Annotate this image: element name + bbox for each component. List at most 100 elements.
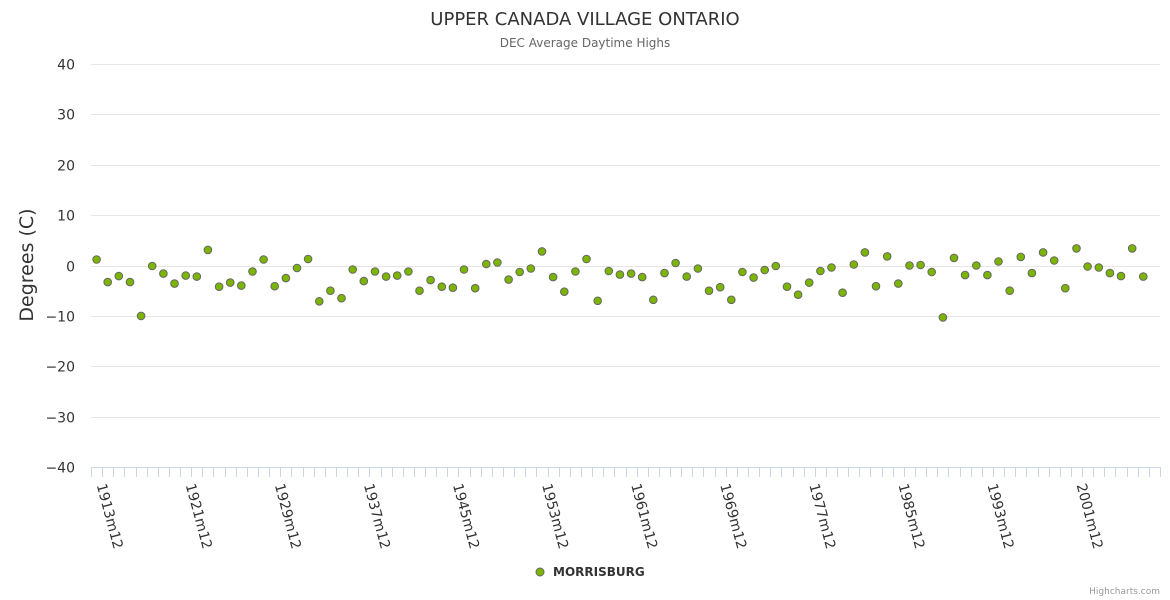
data-point[interactable]: 1970m12: -6.8 (727, 295, 736, 305)
data-point[interactable]: 1984m12: 1.8 (882, 252, 892, 261)
data-point[interactable]: 1934m12: -5 (326, 286, 335, 296)
data-point[interactable]: 1961m12: -1.6 (626, 269, 636, 278)
data-point[interactable]: 1947m12: -4.5 (470, 283, 480, 293)
data-point[interactable]: 1937m12: -3.1 (359, 276, 369, 286)
data-point[interactable]: 1955m12: -5.2 (560, 287, 569, 297)
data-point[interactable]: 1996m12: 1.7 (1016, 252, 1026, 262)
data-point[interactable]: 1982m12: 2.6 (860, 248, 870, 257)
data-point[interactable]: 1991m12: -1.9 (960, 270, 970, 280)
data-point[interactable]: 1993m12: -1.9 (983, 270, 992, 280)
data-point[interactable]: 1992m12: 0 (972, 261, 981, 270)
data-point[interactable]: 1968m12: -5 (704, 286, 714, 296)
data-point[interactable]: 1965m12: 0.5 (671, 258, 680, 268)
data-point[interactable]: 1989m12: -10.3 (938, 313, 948, 322)
data-point[interactable]: 1920m12: -3.6 (170, 279, 179, 288)
data-point[interactable]: 1967m12: -0.6 (693, 264, 703, 273)
data-point[interactable]: 1986m12: 0 (905, 261, 914, 270)
data-point[interactable]: 1919m12: -1.6 (159, 269, 168, 278)
data-point[interactable]: 1990m12: 1.5 (949, 253, 959, 263)
data-point[interactable]: 1999m12: 1 (1049, 256, 1059, 265)
data-point[interactable]: 1953m12: 2.8 (537, 247, 547, 256)
data-point[interactable]: 1972m12: -2.4 (749, 273, 758, 282)
data-point[interactable]: 2007m12: -2.2 (1139, 272, 1148, 281)
data-point[interactable]: 1939m12: -2.2 (381, 272, 391, 281)
data-point[interactable]: 2001m12: 3.4 (1072, 244, 1081, 253)
data-point[interactable]: 1941m12: -1.2 (404, 267, 413, 276)
data-point[interactable]: 1952m12: -0.6 (526, 264, 536, 273)
data-point[interactable]: 1925m12: -3.4 (225, 278, 235, 287)
data-point[interactable]: 2005m12: -2.1 (1116, 271, 1126, 281)
data-point[interactable]: 1960m12: -1.8 (615, 270, 625, 279)
data-point[interactable]: 1956m12: -1.2 (571, 267, 580, 276)
data-point[interactable]: 1976m12: -5.8 (793, 290, 803, 300)
data-point[interactable]: 1914m12: -3.3 (103, 277, 112, 287)
credits-link[interactable]: Highcharts.com (1089, 587, 1160, 597)
data-point[interactable]: 1966m12: -2.2 (682, 272, 692, 281)
data-point[interactable]: 2002m12: -0.2 (1083, 262, 1092, 271)
data-point[interactable]: 1975m12: -4.2 (782, 282, 792, 292)
data-point[interactable]: 2004m12: -1.5 (1105, 268, 1115, 278)
data-point[interactable]: 1917m12: -10 (136, 311, 146, 321)
data-point[interactable]: 1969m12: -4.3 (715, 282, 725, 292)
data-point[interactable]: 1929m12: -4.1 (270, 281, 280, 291)
data-point[interactable]: 1977m12: -3.4 (804, 278, 814, 287)
data-point[interactable]: 1915m12: -2.1 (114, 271, 124, 281)
data-point[interactable]: 1922m12: -2.2 (192, 272, 202, 281)
data-point[interactable]: 1948m12: 0.3 (482, 259, 491, 269)
data-point[interactable]: 1924m12: -4.2 (214, 282, 224, 292)
data-point[interactable]: 1998m12: 2.6 (1038, 248, 1048, 257)
data-point[interactable]: 1994m12: 0.8 (994, 257, 1003, 266)
data-point[interactable]: 1962m12: -2.3 (637, 272, 647, 282)
data-point[interactable]: 1957m12: 1.3 (582, 254, 591, 264)
data-point[interactable]: 1983m12: -4.1 (871, 281, 881, 291)
data-point[interactable]: 1971m12: -1.3 (738, 267, 747, 277)
data-point[interactable]: 1959m12: -1.1 (604, 266, 614, 276)
data-point[interactable]: 1932m12: 1.3 (303, 254, 313, 264)
data-point[interactable]: 1923m12: 3.1 (203, 245, 213, 255)
data-point[interactable]: 1946m12: -0.8 (459, 265, 469, 274)
data-point[interactable]: 1938m12: -1.2 (370, 267, 380, 276)
data-point[interactable]: 1918m12: -0.1 (147, 261, 157, 271)
data-point[interactable]: 1978m12: -1.1 (816, 266, 825, 276)
data-point[interactable]: 1979m12: -0.4 (827, 263, 836, 272)
data-point[interactable]: 1933m12: -7.1 (315, 297, 324, 306)
data-point[interactable]: 2006m12: 3.4 (1127, 244, 1137, 253)
data-point[interactable]: 1945m12: -4.4 (448, 283, 458, 293)
data-point[interactable]: 1936m12: -0.8 (348, 265, 358, 274)
data-point[interactable]: 1985m12: -3.6 (894, 279, 903, 288)
data-point[interactable]: 1963m12: -6.8 (649, 295, 658, 305)
y-tick-label: −40 (45, 461, 75, 477)
data-point[interactable]: 1943m12: -2.9 (426, 275, 435, 285)
data-point[interactable]: 1930m12: -2.5 (281, 273, 291, 283)
data-point[interactable]: 1926m12: -4 (237, 281, 246, 290)
legend-item-morrisburg[interactable]: MORRISBURG (553, 565, 645, 579)
x-tick-label: 1929m12 (271, 482, 304, 551)
data-point[interactable]: 1916m12: -3.3 (125, 277, 135, 287)
data-point[interactable]: 1949m12: 0.6 (493, 258, 502, 267)
data-point[interactable]: 2003m12: -0.4 (1094, 263, 1104, 272)
data-point[interactable]: 1954m12: -2.3 (548, 272, 558, 282)
data-point[interactable]: 1927m12: -1.2 (248, 267, 257, 276)
data-point[interactable]: 1964m12: -1.5 (660, 268, 669, 278)
data-point[interactable]: 1997m12: -1.5 (1027, 268, 1037, 278)
data-point[interactable]: 1950m12: -2.8 (504, 275, 513, 284)
data-point[interactable]: 1981m12: 0.2 (849, 260, 859, 269)
data-point[interactable]: 2000m12: -4.5 (1061, 283, 1070, 293)
data-point[interactable]: 1951m12: -1.3 (515, 267, 525, 277)
data-point[interactable]: 1988m12: -1.3 (927, 267, 937, 277)
data-point[interactable]: 1974m12: -0.1 (771, 261, 781, 271)
data-point[interactable]: 1995m12: -5 (1005, 286, 1015, 296)
data-point[interactable]: 1940m12: -2 (392, 271, 402, 280)
data-point[interactable]: 1958m12: -7 (593, 296, 603, 306)
data-point[interactable]: 1928m12: 1.2 (259, 255, 268, 264)
data-point[interactable]: 1987m12: 0.1 (916, 260, 925, 270)
data-point[interactable]: 1931m12: -0.5 (292, 263, 302, 273)
data-point[interactable]: 1980m12: -5.4 (838, 288, 847, 298)
data-point[interactable]: 1921m12: -2 (181, 271, 190, 280)
data-point[interactable]: 1942m12: -5 (415, 286, 424, 296)
legend[interactable]: MORRISBURG (535, 565, 645, 579)
data-point[interactable]: 1973m12: -0.9 (760, 265, 770, 275)
data-point[interactable]: 1935m12: -6.5 (337, 293, 346, 303)
data-point[interactable]: 1944m12: -4.2 (437, 282, 447, 292)
data-point[interactable]: 1913m12: 1.2 (92, 255, 101, 264)
